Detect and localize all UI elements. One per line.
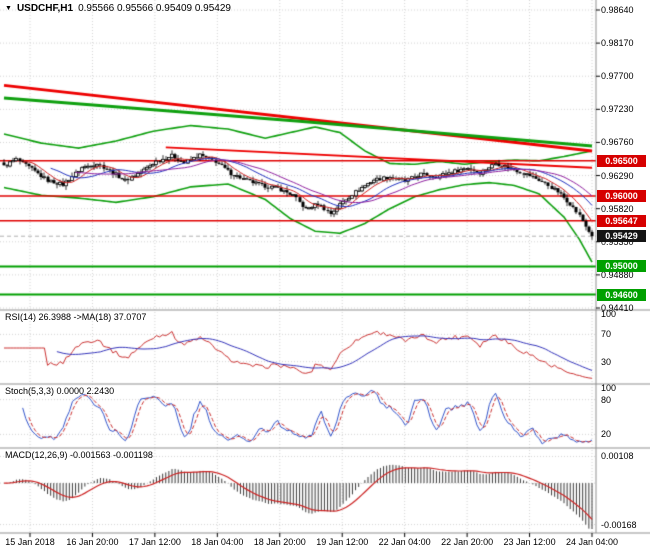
price-level-badge: 0.95647 [597, 214, 646, 227]
stoch-indicator-label: Stoch(5,3,3) 0.0000 2.2430 [5, 386, 115, 396]
time-axis-label: 18 Jan 20:00 [253, 537, 306, 547]
price-level-badge: 0.96000 [597, 189, 646, 202]
price-axis-tick: 0.98170 [601, 38, 634, 49]
price-axis-tick: 0.94880 [601, 269, 634, 280]
rsi-axis-tick: 30 [601, 356, 612, 367]
macd-axis-tick: 0.00108 [601, 451, 634, 462]
price-level-badge: 0.94600 [597, 288, 646, 301]
current-price-badge: 0.95429 [597, 230, 646, 243]
time-axis-label: 17 Jan 12:00 [128, 537, 181, 547]
macd-axis-tick: -0.00168 [601, 519, 637, 530]
ohlc-values: 0.95566 0.95566 0.95409 0.95429 [78, 3, 231, 14]
macd-indicator-label: MACD(12,26,9) -0.001563 -0.001198 [5, 450, 153, 460]
price-axis-tick: 0.97700 [601, 71, 634, 82]
time-axis-label: 15 Jan 2018 [5, 537, 55, 547]
time-axis-label: 23 Jan 12:00 [503, 537, 556, 547]
price-axis-tick: 0.98640 [601, 5, 634, 15]
price-axis-tick: 0.96290 [601, 170, 634, 181]
price-axis-tick: 0.94410 [601, 303, 634, 313]
stoch-axis-tick: 100 [601, 383, 617, 393]
time-axis-label: 16 Jan 20:00 [66, 537, 119, 547]
rsi-axis-tick: 100 [601, 309, 617, 319]
symbol-marker-icon: ▼ [5, 5, 12, 12]
price-level-badge: 0.95000 [597, 260, 646, 273]
time-axis-label: 22 Jan 20:00 [441, 537, 494, 547]
time-axis-label: 22 Jan 04:00 [378, 537, 431, 547]
symbol-timeframe-label: USDCHF,H1 [16, 3, 74, 14]
rsi-indicator-label: RSI(14) 26.3988 ->MA(18) 37.0707 [5, 312, 147, 322]
stoch-axis-tick: 20 [601, 429, 612, 440]
time-axis-label: 18 Jan 04:00 [191, 537, 244, 547]
time-axis-label: 19 Jan 12:00 [316, 537, 369, 547]
price-axis-tick: 0.97230 [601, 104, 634, 115]
price-axis-tick: 0.95820 [601, 203, 634, 214]
stoch-axis-tick: 80 [601, 394, 612, 405]
time-axis-label: 24 Jan 04:00 [565, 537, 619, 547]
chart-title: ▼ USDCHF,H1 0.95566 0.95566 0.95409 0.95… [5, 3, 231, 14]
rsi-axis-tick: 70 [601, 329, 612, 340]
price-axis-tick: 0.96760 [601, 137, 634, 148]
price-level-badge: 0.96500 [597, 154, 646, 167]
